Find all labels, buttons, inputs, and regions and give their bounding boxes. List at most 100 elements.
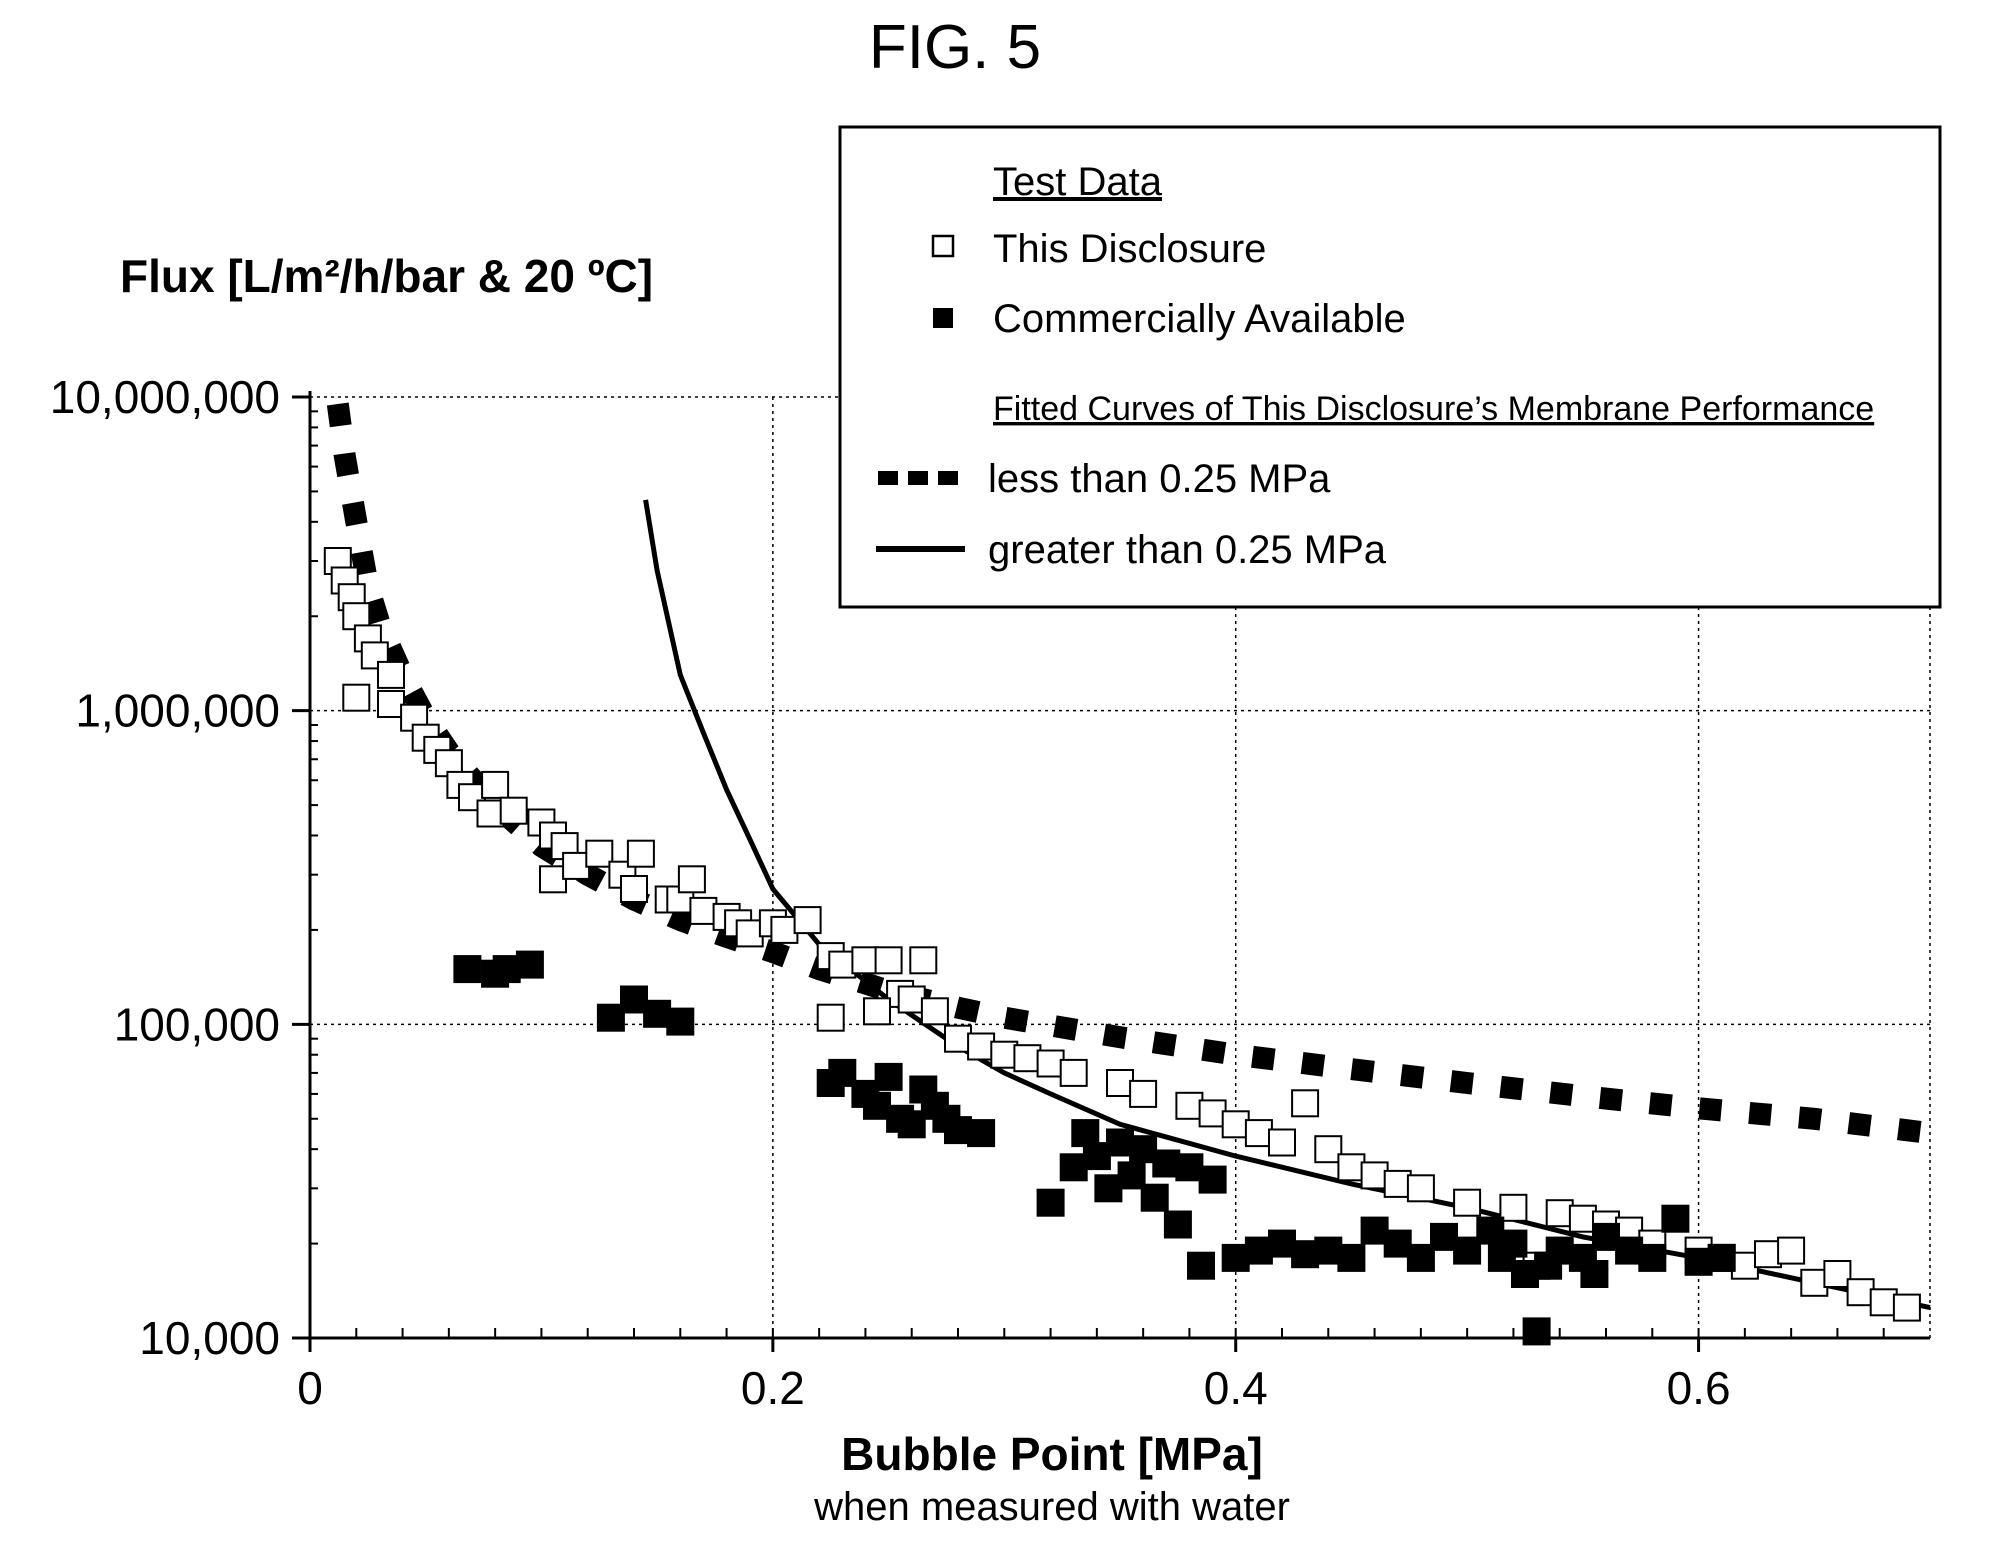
legend-fitted-heading: Fitted Curves of This Disclosure’s Membr… <box>993 390 1874 428</box>
plot-axes <box>292 391 1930 1352</box>
commercial-point <box>1129 1135 1158 1164</box>
commercial-point <box>967 1119 996 1148</box>
data-points <box>323 547 1921 1346</box>
disclosure-point <box>1129 1079 1158 1108</box>
disclosure-point <box>1291 1089 1320 1118</box>
tick-labels: 10,000,000 1,000,000 100,000 10,000 0 0.2 0.4 0… <box>50 371 1731 1414</box>
disclosure-point <box>677 865 706 894</box>
disclosure-point <box>499 796 528 825</box>
commercial-point <box>1140 1183 1169 1212</box>
commercial-point <box>1036 1188 1065 1217</box>
legend-open-square-icon <box>931 234 955 258</box>
x-axis-title: Bubble Point [MPa] <box>841 1428 1263 1480</box>
disclosure-point <box>1869 1288 1898 1317</box>
disclosure-point <box>476 799 505 828</box>
legend-less-than: less than 0.25 MPa <box>988 457 1331 501</box>
commercial-point <box>1615 1236 1644 1265</box>
commercial-point <box>1198 1165 1227 1194</box>
disclosure-point <box>1823 1260 1852 1288</box>
disclosure-point <box>377 660 405 689</box>
commercial-point <box>515 950 544 979</box>
disclosure-point <box>1383 1169 1412 1198</box>
disclosure-point <box>1777 1236 1806 1265</box>
commercial-point <box>453 955 482 984</box>
disclosure-point <box>1846 1278 1875 1307</box>
disclosure-point <box>967 1032 996 1061</box>
y-axis-title: Flux [L/m²/h/bar & 20 ºC] <box>120 250 653 302</box>
y-tick-label: 1,000,000 <box>75 685 280 737</box>
x-tick-label: 0 <box>297 1362 323 1414</box>
disclosure-point <box>770 915 799 944</box>
commercial-point <box>1244 1236 1273 1265</box>
commercial-point <box>874 1062 903 1091</box>
disclosure-point <box>897 985 926 1014</box>
commercial-point <box>1163 1210 1192 1239</box>
disclosure-point <box>1754 1240 1782 1269</box>
disclosure-point <box>793 906 822 935</box>
disclosure-point <box>481 770 510 799</box>
x-tick-label: 0.4 <box>1204 1362 1268 1414</box>
disclosure-point <box>1337 1153 1366 1182</box>
disclosure-point <box>1453 1188 1482 1217</box>
commercial-point <box>1383 1229 1412 1258</box>
disclosure-point <box>1106 1069 1134 1097</box>
disclosure-point <box>1198 1099 1227 1128</box>
disclosure-point <box>1499 1193 1528 1222</box>
disclosure-point <box>342 683 371 712</box>
commercial-point <box>1580 1260 1609 1288</box>
disclosure-point <box>735 919 764 948</box>
commercial-point <box>1071 1119 1100 1148</box>
commercial-point <box>596 1003 625 1032</box>
commercial-point <box>828 1058 857 1087</box>
y-tick-label: 10,000 <box>139 1312 280 1364</box>
disclosure-point <box>1360 1161 1389 1190</box>
commercial-point <box>1707 1243 1736 1272</box>
disclosure-point <box>585 839 614 868</box>
commercial-point <box>1082 1142 1111 1171</box>
commercial-point <box>1511 1260 1539 1288</box>
commercial-point <box>1499 1229 1528 1258</box>
disclosure-point <box>1175 1091 1204 1120</box>
disclosure-point <box>1059 1058 1088 1087</box>
commercial-point <box>1406 1243 1435 1272</box>
disclosure-point <box>620 875 648 903</box>
commercial-point <box>1453 1236 1482 1265</box>
legend-filled-square-icon <box>933 308 953 328</box>
commercial-point <box>1337 1243 1366 1272</box>
commercial-point <box>1522 1317 1551 1346</box>
commercial-point <box>1221 1243 1250 1272</box>
disclosure-point <box>689 896 718 925</box>
commercial-point <box>897 1110 926 1139</box>
x-tick-label: 0.6 <box>1667 1362 1731 1414</box>
commercial-point <box>1106 1128 1134 1157</box>
commercial-point <box>1187 1251 1215 1280</box>
disclosure-point <box>1268 1128 1296 1157</box>
disclosure-point <box>909 946 938 975</box>
disclosure-point <box>816 1003 845 1032</box>
x-axis-subtitle: when measured with water <box>813 1485 1290 1529</box>
y-tick-label: 10,000,000 <box>50 371 280 423</box>
x-tick-label: 0.2 <box>741 1362 805 1414</box>
legend-test-data-heading: Test Data <box>993 160 1163 204</box>
disclosure-point <box>863 997 891 1026</box>
disclosure-point <box>828 950 857 979</box>
legend: Test Data This Disclosure Commercially A… <box>838 125 1942 609</box>
figure-label: FIG. 5 <box>868 13 1042 82</box>
disclosure-point <box>1406 1174 1435 1203</box>
commercial-point <box>643 999 672 1028</box>
commercial-point <box>1592 1222 1620 1251</box>
commercial-point <box>1545 1236 1574 1265</box>
commercial-point <box>1661 1204 1690 1233</box>
commercial-point <box>1314 1236 1343 1265</box>
disclosure-point <box>1545 1199 1574 1228</box>
commercial-point <box>492 955 521 984</box>
y-tick-label: 100,000 <box>114 998 280 1050</box>
disclosure-point <box>851 946 880 975</box>
commercial-point <box>1430 1222 1458 1251</box>
commercial-point <box>1291 1240 1320 1269</box>
disclosure-point <box>1221 1110 1250 1139</box>
commercial-point <box>1059 1153 1088 1182</box>
disclosure-point <box>1013 1044 1042 1073</box>
legend-commercially-available: Commercially Available <box>993 297 1406 341</box>
